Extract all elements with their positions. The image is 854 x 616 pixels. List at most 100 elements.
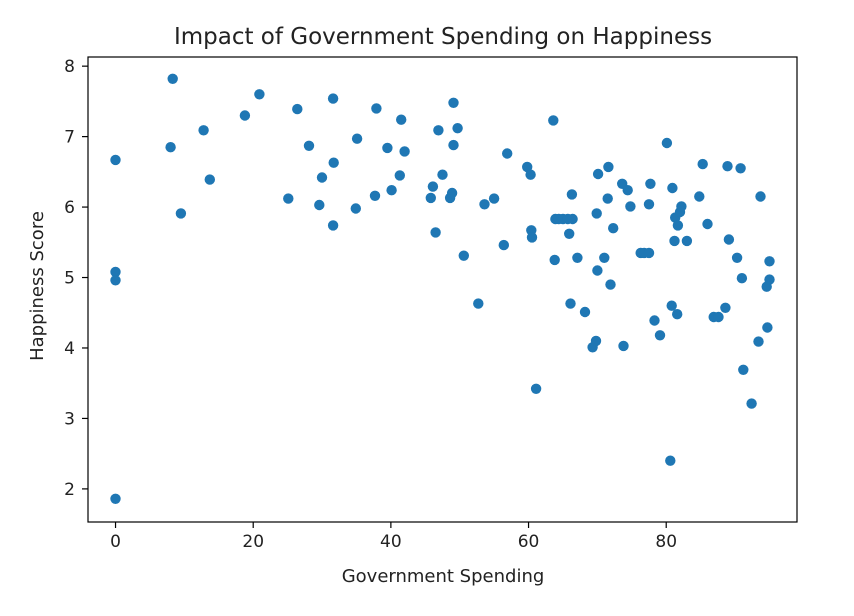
plot-frame xyxy=(87,56,798,523)
data-point xyxy=(723,234,735,245)
data-point xyxy=(735,163,746,174)
data-point xyxy=(567,213,578,225)
data-point xyxy=(764,274,775,285)
data-point xyxy=(592,168,604,180)
data-point xyxy=(327,93,339,104)
data-point xyxy=(425,192,436,204)
y-axis-ticks: 2 3 4 5 6 7 8 xyxy=(64,57,88,500)
data-point xyxy=(328,157,339,168)
data-point xyxy=(622,185,633,196)
y-tick-label: 8 xyxy=(64,57,75,77)
data-point xyxy=(448,97,459,109)
data-point xyxy=(669,235,680,247)
data-point xyxy=(667,182,678,194)
data-point xyxy=(458,250,469,261)
data-point xyxy=(681,235,693,247)
data-point xyxy=(599,252,610,263)
data-point xyxy=(625,201,636,212)
data-point xyxy=(530,383,542,394)
data-point xyxy=(254,89,265,100)
x-axis-label: Government Spending xyxy=(342,566,545,587)
data-point xyxy=(283,193,294,204)
x-tick-label: 40 xyxy=(380,532,402,552)
data-point xyxy=(746,398,757,409)
data-point xyxy=(697,158,708,170)
data-point xyxy=(676,201,687,212)
data-point xyxy=(488,193,500,204)
data-point xyxy=(605,279,616,290)
data-point xyxy=(351,133,363,144)
data-point xyxy=(525,169,536,180)
data-point xyxy=(661,137,673,149)
x-tick-label: 20 xyxy=(242,532,264,552)
data-point xyxy=(204,174,215,185)
data-point xyxy=(165,142,176,153)
data-point xyxy=(564,228,575,239)
chart-title: Impact of Government Spending on Happine… xyxy=(174,24,712,50)
data-point xyxy=(694,191,705,202)
data-point xyxy=(672,309,683,320)
data-point xyxy=(755,191,766,202)
data-point xyxy=(592,265,603,276)
data-point xyxy=(590,335,602,347)
data-point xyxy=(713,311,724,323)
data-point xyxy=(110,275,121,286)
y-tick-label: 7 xyxy=(64,128,75,148)
data-point xyxy=(448,139,459,151)
y-tick-label: 6 xyxy=(64,198,75,218)
data-point xyxy=(722,161,733,172)
data-point xyxy=(649,315,660,326)
y-tick-label: 3 xyxy=(64,409,75,429)
data-point xyxy=(316,172,328,183)
data-points xyxy=(110,73,775,504)
y-tick-label: 5 xyxy=(64,269,75,289)
data-point xyxy=(167,73,178,85)
data-point xyxy=(437,169,448,180)
data-point xyxy=(618,340,629,352)
data-point xyxy=(350,203,361,214)
data-point xyxy=(498,239,509,251)
data-point xyxy=(371,103,382,114)
data-point xyxy=(654,330,666,341)
data-point xyxy=(526,232,538,243)
data-point xyxy=(386,185,397,196)
data-point xyxy=(672,220,684,231)
data-point xyxy=(303,140,315,151)
data-point xyxy=(110,493,121,504)
data-point xyxy=(327,220,339,231)
data-point xyxy=(591,208,602,219)
data-point xyxy=(452,123,463,134)
data-point xyxy=(731,252,743,263)
data-point xyxy=(645,178,656,189)
data-point xyxy=(427,181,439,192)
data-point xyxy=(396,114,407,125)
x-tick-label: 60 xyxy=(518,532,540,552)
data-point xyxy=(764,256,775,267)
data-point xyxy=(110,154,121,166)
data-point xyxy=(399,146,410,157)
data-point xyxy=(394,170,405,181)
data-point xyxy=(239,110,251,121)
data-point xyxy=(548,115,559,126)
data-point xyxy=(175,208,187,219)
data-point xyxy=(565,298,576,309)
data-point xyxy=(446,187,458,199)
data-point xyxy=(566,189,578,200)
data-point xyxy=(479,199,490,210)
data-point xyxy=(198,125,209,136)
data-point xyxy=(720,302,731,313)
data-point xyxy=(430,227,441,238)
data-point xyxy=(369,190,381,201)
data-point xyxy=(736,273,748,284)
data-point xyxy=(643,247,655,259)
data-point xyxy=(314,199,325,211)
x-axis-ticks: 0 20 40 60 80 xyxy=(110,522,677,552)
data-point xyxy=(549,254,560,266)
data-point xyxy=(522,161,533,173)
data-point xyxy=(666,300,677,311)
data-point xyxy=(110,266,121,278)
y-tick-label: 2 xyxy=(64,480,75,500)
data-point xyxy=(738,364,749,375)
data-point xyxy=(608,223,619,234)
